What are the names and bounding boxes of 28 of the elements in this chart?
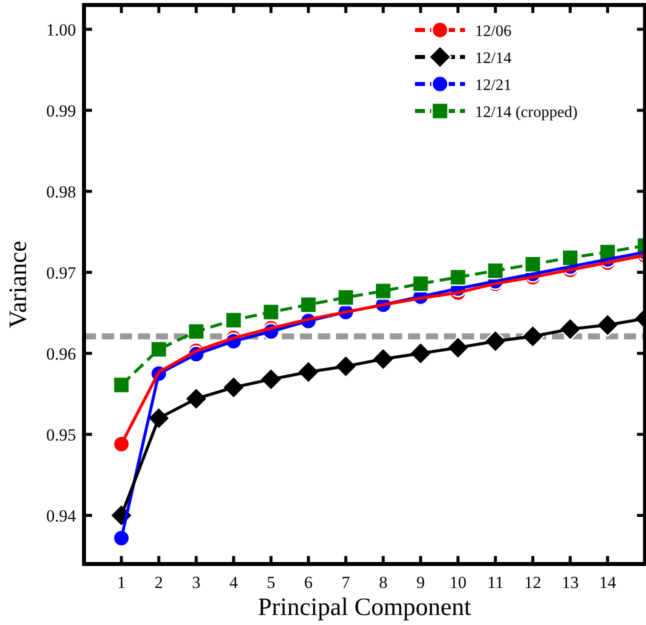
legend-label: 12/21: [475, 77, 512, 94]
x-tick-label: 1: [117, 573, 126, 592]
y-tick-label: 0.96: [46, 344, 76, 364]
x-tick-label: 11: [487, 573, 504, 592]
y-tick-label: 0.95: [46, 425, 76, 444]
y-tick-label: 0.98: [46, 182, 76, 202]
x-tick-label: 12: [524, 573, 542, 592]
x-tick-label: 14: [599, 573, 617, 592]
x-tick-label: 3: [192, 573, 200, 592]
y-axis-title: Variance: [5, 240, 32, 328]
x-tick-label: 4: [229, 573, 238, 592]
legend-label: 12/14 (cropped): [475, 104, 578, 121]
x-axis-title: Principal Component: [258, 594, 472, 621]
y-tick-label: 1.00: [46, 20, 76, 40]
x-tick-label: 7: [342, 573, 351, 592]
x-tick-label: 13: [562, 573, 579, 592]
x-tick-label: 5: [266, 573, 276, 592]
legend-label: 12/14: [475, 50, 512, 67]
x-tick-label: 6: [304, 573, 313, 592]
x-tick-label: 9: [416, 573, 425, 592]
point: [112, 529, 130, 547]
y-tick-label: 0.99: [46, 101, 76, 120]
y-tick-label: 0.94: [46, 506, 76, 526]
legend-label: 12/06: [475, 23, 512, 40]
x-tick-label: 8: [378, 573, 388, 592]
x-tick-label: 10: [450, 573, 466, 592]
x-tick-label: 2: [154, 573, 164, 592]
y-tick-label: 0.97: [46, 263, 76, 282]
